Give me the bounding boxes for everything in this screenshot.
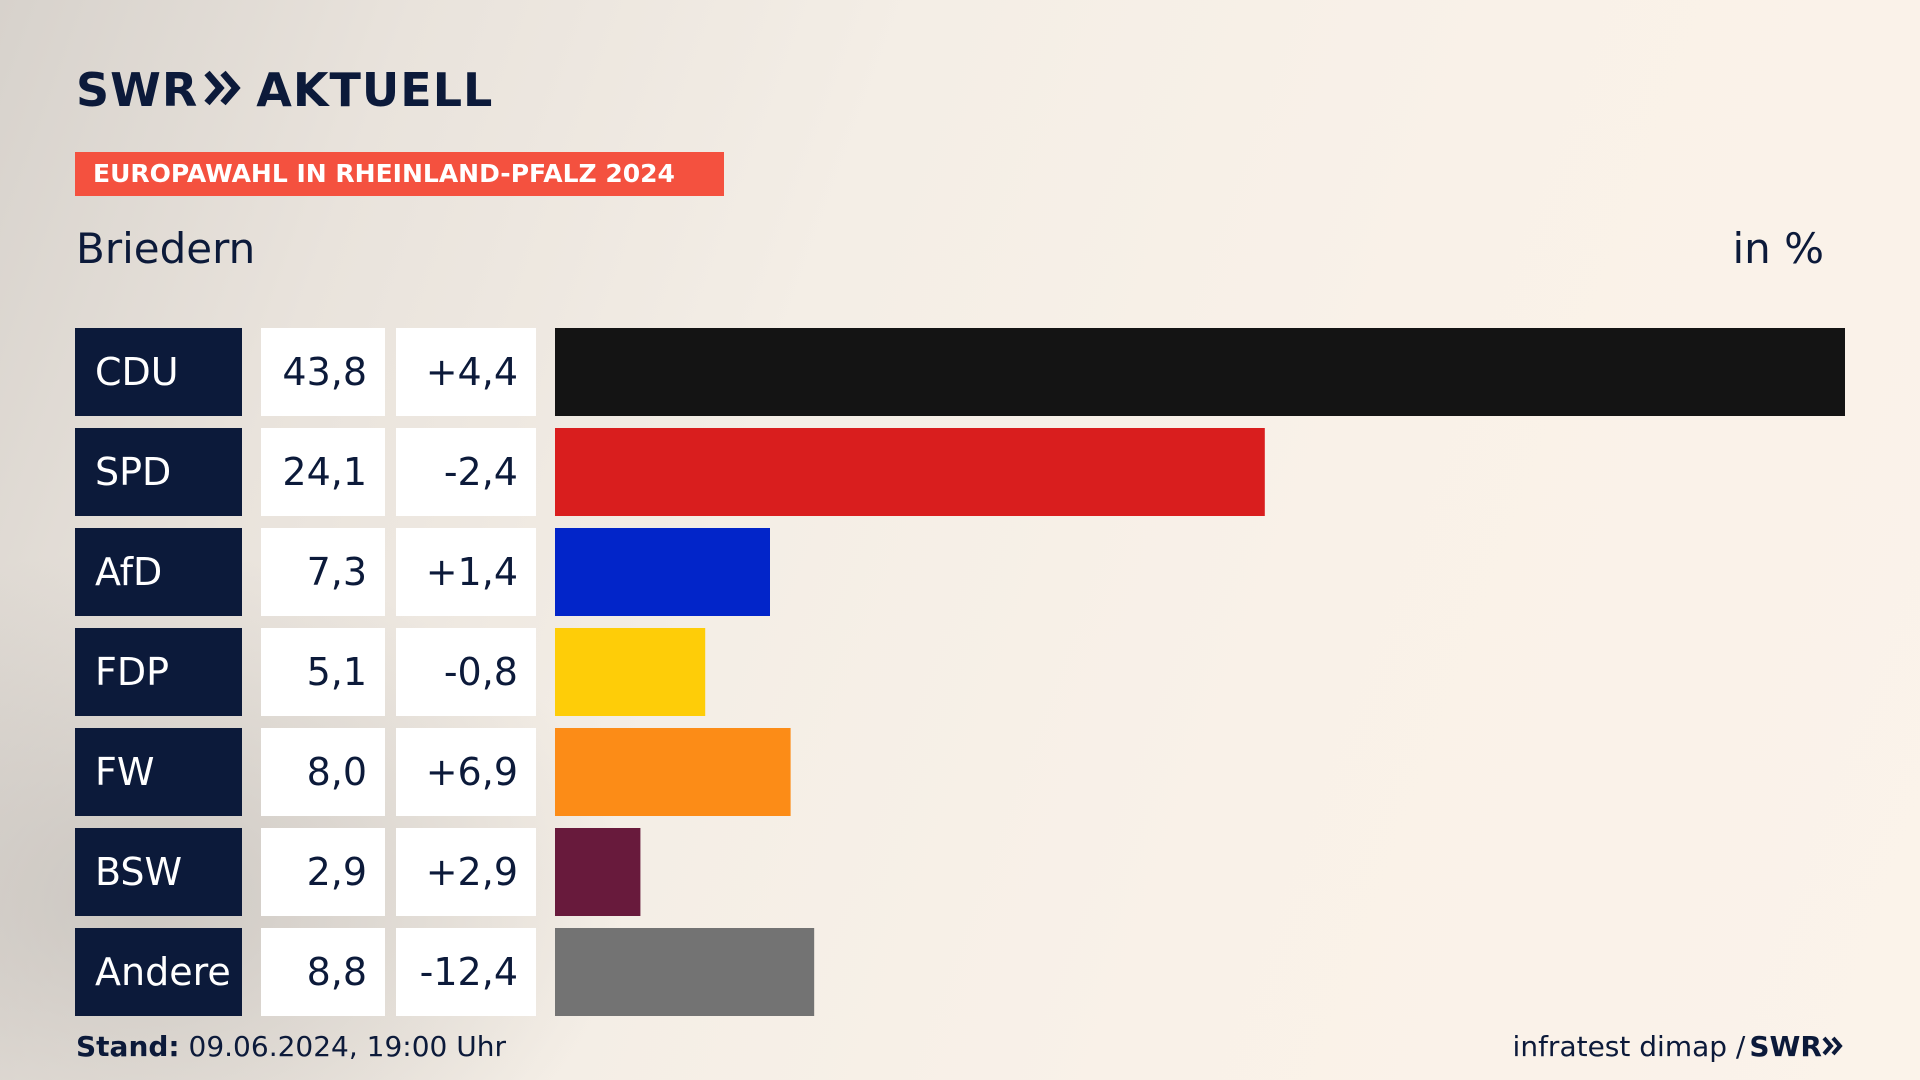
party-label-box-fw xyxy=(75,728,242,816)
change-box-bsw xyxy=(396,828,536,916)
value-box-afd xyxy=(261,528,385,616)
bar-bsw xyxy=(555,828,641,916)
bar-afd xyxy=(555,528,770,616)
change-box-andere xyxy=(396,928,536,1016)
timestamp: Stand: 09.06.2024, 19:00 Uhr xyxy=(76,1030,506,1063)
change-label-fdp: -0,8 xyxy=(444,650,518,694)
party-label-spd: SPD xyxy=(95,450,171,494)
bar-spd xyxy=(555,428,1265,516)
change-box-cdu xyxy=(396,328,536,416)
value-box-spd xyxy=(261,428,385,516)
value-box-cdu xyxy=(261,328,385,416)
change-box-afd xyxy=(396,528,536,616)
party-label-box-afd xyxy=(75,528,242,616)
change-box-fdp xyxy=(396,628,536,716)
party-label-box-spd xyxy=(75,428,242,516)
value-label-fdp: 5,1 xyxy=(307,650,367,694)
bar-andere xyxy=(555,928,815,1016)
change-label-afd: +1,4 xyxy=(426,550,518,594)
value-box-bsw xyxy=(261,828,385,916)
value-label-cdu: 43,8 xyxy=(282,350,367,394)
election-badge: EUROPAWAHL IN RHEINLAND-PFALZ 2024 xyxy=(75,152,724,196)
change-box-fw xyxy=(396,728,536,816)
party-label-fw: FW xyxy=(95,750,154,794)
value-label-fw: 8,0 xyxy=(307,750,367,794)
change-label-spd: -2,4 xyxy=(444,450,518,494)
logo-suffix: AKTUELL xyxy=(256,63,494,117)
party-label-andere: Andere xyxy=(95,950,231,994)
stand-label: Stand: xyxy=(76,1030,180,1063)
value-box-fw xyxy=(261,728,385,816)
value-label-andere: 8,8 xyxy=(307,950,367,994)
bar-fdp xyxy=(555,628,706,716)
party-label-box-bsw xyxy=(75,828,242,916)
small-chevron-icon xyxy=(1822,1030,1844,1063)
region-title: Briedern xyxy=(76,224,256,273)
value-label-bsw: 2,9 xyxy=(307,850,367,894)
change-label-andere: -12,4 xyxy=(420,950,518,994)
party-label-fdp: FDP xyxy=(95,650,169,694)
change-label-cdu: +4,4 xyxy=(426,350,518,394)
value-label-afd: 7,3 xyxy=(307,550,367,594)
change-box-spd xyxy=(396,428,536,516)
party-label-box-andere xyxy=(75,928,242,1016)
source-text: infratest dimap / xyxy=(1512,1030,1746,1063)
source-credit: infratest dimap / SWR xyxy=(1513,1030,1844,1063)
stand-value: 09.06.2024, 19:00 Uhr xyxy=(188,1030,506,1063)
party-label-cdu: CDU xyxy=(95,350,179,394)
party-label-box-cdu xyxy=(75,328,242,416)
swr-aktuell-logo: SWR AKTUELL xyxy=(76,63,494,117)
value-box-fdp xyxy=(261,628,385,716)
unit-label: in % xyxy=(1732,224,1824,273)
change-label-fw: +6,9 xyxy=(426,750,518,794)
party-label-afd: AfD xyxy=(95,550,162,594)
bar-cdu xyxy=(555,328,1845,416)
value-box-andere xyxy=(261,928,385,1016)
party-label-bsw: BSW xyxy=(95,850,182,894)
double-chevron-icon xyxy=(204,63,242,117)
source-logo: SWR xyxy=(1749,1030,1822,1063)
change-label-bsw: +2,9 xyxy=(426,850,518,894)
logo-text: SWR xyxy=(76,63,199,117)
party-label-box-fdp xyxy=(75,628,242,716)
value-label-spd: 24,1 xyxy=(282,450,367,494)
bar-fw xyxy=(555,728,791,816)
